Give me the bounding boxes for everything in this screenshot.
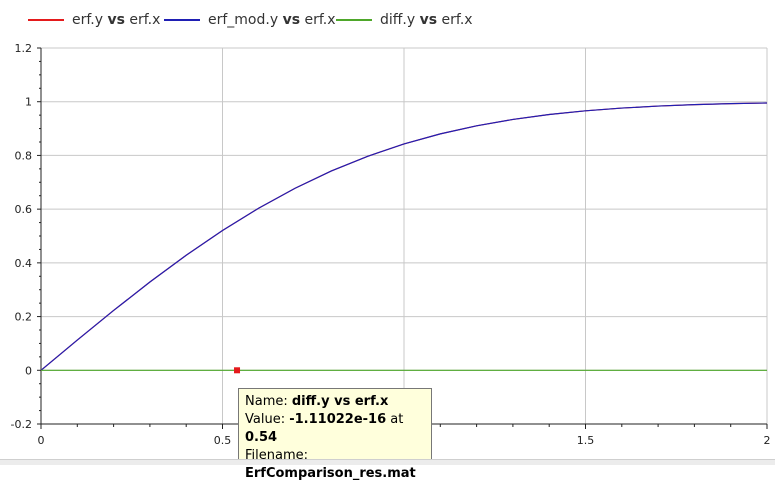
tooltip-value-label: Value:	[245, 412, 286, 427]
x-tick-label-3: 1.5	[577, 434, 595, 447]
tooltip-name-row: Name: diff.y vs erf.x	[245, 393, 425, 411]
hover-marker[interactable]	[234, 367, 241, 374]
x-tick-label-1: 0.5	[214, 434, 232, 447]
tooltip-at-value: 0.54	[245, 430, 278, 445]
legend-label-diff-x: erf.x	[441, 12, 473, 28]
tooltip: Name: diff.y vs erf.x Value: -1.11022e-1…	[238, 388, 432, 481]
x-tick-label-0: 0	[38, 434, 45, 447]
tooltip-name-value: diff.y vs erf.x	[291, 394, 389, 409]
legend-label-erf-y: erf.y	[72, 12, 104, 28]
y-tick-label-1: 0	[25, 364, 32, 377]
y-tick-label-2: 0.2	[15, 311, 33, 324]
bottom-scrollbar[interactable]	[0, 459, 775, 465]
legend-item-erf-mod[interactable]: erf_mod.y vs erf.x	[164, 10, 336, 30]
grid	[40, 47, 768, 425]
tooltip-filename-value-row: ErfComparison_res.mat	[245, 465, 425, 483]
tooltip-name-label: Name:	[245, 394, 288, 409]
x-tick-label-4: 2	[764, 434, 771, 447]
legend-swatch-diff	[336, 19, 372, 21]
legend-label-diff-vs: vs	[419, 12, 438, 28]
series-line-erf-mod-y[interactable]	[40, 102, 768, 371]
tooltip-value-value: -1.11022e-16	[289, 412, 387, 427]
y-tick-label-7: 1.2	[15, 42, 33, 55]
legend-item-erf[interactable]: erf.y vs erf.x	[28, 10, 160, 30]
legend-label-erf-mod-x: erf.x	[304, 12, 336, 28]
tooltip-value-row: Value: -1.11022e-16 at 0.54	[245, 411, 425, 447]
tooltip-at-label: at	[390, 412, 404, 427]
y-tick-label-4: 0.6	[15, 203, 33, 216]
legend-label-erf-mod-vs: vs	[282, 12, 301, 28]
y-tick-label-5: 0.8	[15, 149, 33, 162]
legend-item-diff[interactable]: diff.y vs erf.x	[336, 10, 473, 30]
y-tick-label-6: 1	[25, 96, 32, 109]
y-tick-label-0: -0.2	[11, 418, 32, 431]
legend-label-erf-vs: vs	[107, 12, 125, 28]
legend-label-erf-x: erf.x	[129, 12, 161, 28]
legend-label-erf-mod-y: erf_mod.y	[208, 12, 279, 28]
legend-swatch-erf	[28, 19, 64, 21]
legend-label-diff-y: diff.y	[380, 12, 416, 28]
markers	[234, 367, 241, 374]
legend: erf.y vs erf.x erf_mod.y vs erf.x diff.y…	[0, 0, 775, 36]
series-lines	[40, 102, 768, 371]
tooltip-filename-value: ErfComparison_res.mat	[245, 466, 416, 481]
y-tick-label-3: 0.4	[15, 257, 33, 270]
legend-swatch-erf-mod	[164, 19, 200, 21]
ticks: -0.200.20.40.60.811.200.511.52	[11, 42, 771, 447]
